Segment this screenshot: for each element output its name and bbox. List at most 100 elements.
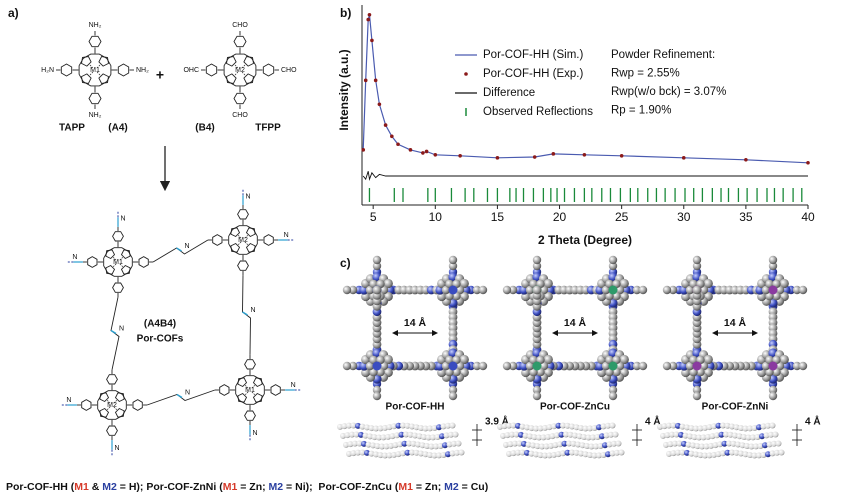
atom [446,441,453,448]
atom [385,433,391,440]
atom [400,422,406,429]
bond [234,64,239,69]
atom [394,432,400,439]
atom [527,433,533,440]
atom [724,449,731,456]
phenyl-ring [233,92,247,105]
atom [388,442,394,449]
atom [349,431,355,438]
atom [726,440,732,447]
imine-bond [242,311,248,316]
atom [508,361,518,371]
atom [546,452,553,459]
atom [416,433,423,440]
atom [508,285,518,295]
imine-atom: N [291,382,296,389]
atom [593,443,599,450]
atom [692,285,702,295]
macrocycle [78,53,112,87]
atom [742,451,749,458]
atom [515,449,521,456]
phenyl-ring [205,63,218,77]
phenyl-ring [244,359,256,370]
atom [418,450,424,457]
atom [699,285,709,295]
atom [377,425,384,432]
atom [545,433,551,440]
exp-point [458,153,462,158]
atom [533,425,539,432]
end-group: CHO [232,112,248,119]
atom [778,449,785,456]
atom [681,440,687,447]
exp-point [433,153,438,157]
atom [761,285,771,295]
atom [532,285,542,295]
atom [532,391,542,401]
atom [717,441,723,448]
atom [364,449,370,456]
exp-point [408,148,413,152]
atom [427,452,433,458]
atom [738,450,744,457]
atom [760,423,767,430]
atom [766,441,773,448]
atom [772,431,779,438]
atom [751,425,758,431]
atom [518,431,524,438]
atom [543,443,550,450]
atom [567,431,574,438]
atom [692,261,702,271]
pore-size: 14 Å [724,316,747,329]
atom [572,432,578,439]
atom [675,449,681,456]
bond [237,234,242,239]
pyrrole [99,392,110,403]
refinement-text: Powder Refinement: [611,49,715,61]
atom [608,285,618,295]
atom [732,432,738,439]
atom [392,442,399,449]
exp-point [390,134,394,139]
atom [512,440,518,447]
atom [532,261,542,271]
atom [596,452,602,459]
atom [337,423,343,430]
atom [382,424,388,431]
x-tick-label: 40 [801,210,815,224]
atom [455,361,465,371]
macrocycle [235,375,265,405]
macrocycle [103,247,133,277]
atom [736,433,743,440]
atom [364,424,370,431]
atom [779,354,789,365]
atom [720,450,726,457]
atom [551,451,557,458]
atom [379,443,385,450]
atom [386,424,393,431]
exp-point [551,152,556,156]
atom [410,440,417,447]
atom [711,451,717,458]
atom [798,285,808,295]
atom [566,440,572,447]
atom [594,434,601,440]
atom [775,361,785,371]
atom [509,431,515,438]
atom [685,441,692,448]
x-tick-label: 25 [615,210,629,224]
bond [96,64,101,69]
atom [682,432,689,439]
atom [503,441,509,448]
atom [513,431,520,438]
atom [591,452,598,459]
atom [533,451,539,458]
pyrrole [230,227,241,238]
atom [687,433,693,440]
atom [573,449,580,456]
atom [669,431,675,438]
atom [798,361,808,371]
atom [768,255,778,265]
atom [763,432,770,439]
